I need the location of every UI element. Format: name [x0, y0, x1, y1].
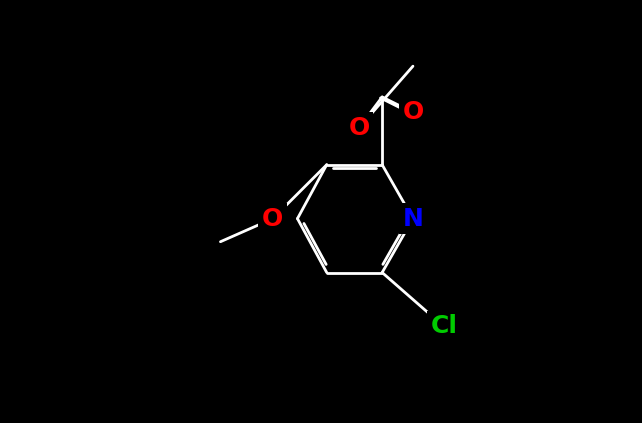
- Text: O: O: [403, 100, 424, 124]
- Text: O: O: [349, 116, 370, 140]
- Text: N: N: [403, 206, 423, 231]
- Text: Cl: Cl: [430, 314, 457, 338]
- Text: O: O: [262, 206, 283, 231]
